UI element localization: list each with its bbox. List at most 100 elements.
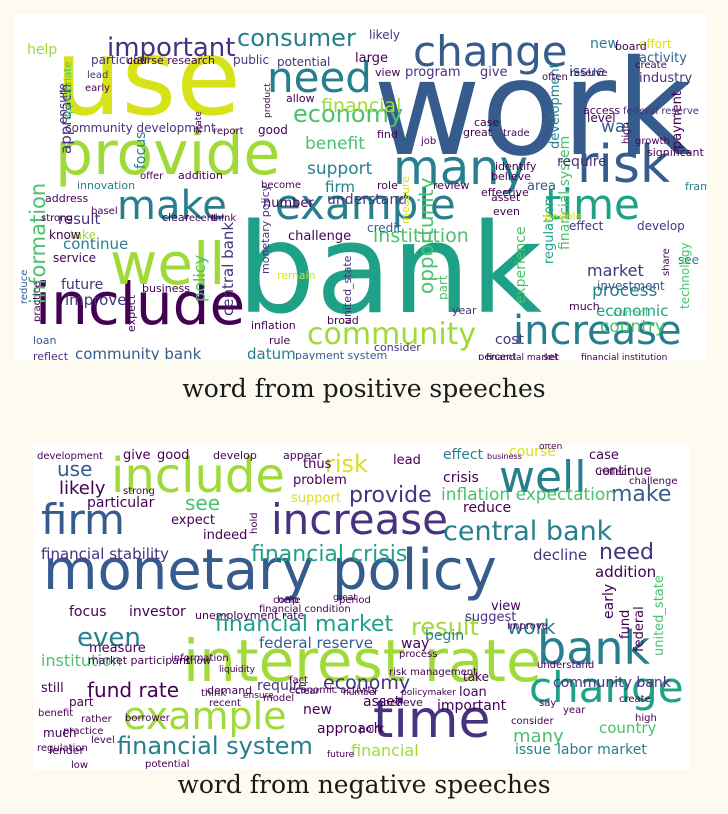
word-financial-system: financial system (557, 136, 573, 250)
word-well: well (499, 452, 587, 503)
word-number: number (343, 688, 378, 698)
word-central-bank: central bank (443, 516, 613, 547)
word-payment-system: payment system (295, 349, 387, 360)
word-practice: practice (32, 282, 43, 322)
word-course-research: course research (127, 54, 215, 67)
word-improve: improve (65, 291, 126, 309)
word-take: take (463, 670, 489, 684)
word-important: important (437, 698, 507, 714)
word-country: country (599, 719, 656, 737)
word-begin: begin (425, 628, 464, 644)
word-borrower: borrower (125, 713, 171, 724)
word-asset: asset (491, 191, 521, 204)
word-effect: effect (443, 447, 484, 463)
word-clear: clear (162, 211, 190, 224)
word-measure: measure (399, 176, 412, 224)
word-effort: effort (639, 37, 672, 51)
word-consider: consider (374, 341, 421, 354)
word-make: make (117, 183, 227, 229)
negative-wordcloud-svg: monetary policy interest rate include well f… (37, 444, 684, 770)
word-focus: focus (69, 604, 106, 620)
word-time: time (373, 690, 490, 750)
word-market: market (587, 261, 644, 280)
word-institution: institution (373, 225, 469, 247)
word-community-development: community development (65, 121, 216, 135)
word-reserve: reserve (570, 68, 608, 79)
word-challenge: challenge (629, 476, 678, 487)
word-level: level (91, 735, 115, 746)
word-approach: approach (57, 84, 75, 154)
word-financial-condition: financial condition (259, 604, 351, 615)
word-high: high (635, 713, 657, 724)
word-process: process (399, 649, 437, 660)
word-develop: develop (637, 219, 685, 233)
word-practice: practice (63, 726, 103, 737)
word-potential: potential (145, 759, 189, 770)
word-financial-stability: financial stability (41, 545, 169, 563)
word-set: set (543, 352, 558, 360)
word-particular: particular (91, 53, 149, 67)
word-area: area (527, 179, 556, 194)
word-financial: financial (351, 741, 419, 760)
word-issue: issue (569, 64, 605, 80)
word-improve: improve (507, 621, 548, 632)
word-ensure: ensure (243, 691, 274, 701)
word-give: give (480, 65, 508, 80)
word-regulation: regulation (542, 198, 557, 264)
word-liquidity: liquidity (219, 665, 256, 675)
word-use: use (57, 457, 92, 481)
word-number: number (263, 196, 314, 211)
word-addition: addition (178, 169, 223, 182)
word-year: year (563, 705, 586, 716)
word-believe: believe (491, 170, 531, 183)
word-effect: effect (569, 219, 604, 233)
word-much: much (569, 300, 600, 313)
word-identify: identify (495, 160, 537, 173)
word-hold: hold (249, 512, 260, 534)
word-increase: increase (271, 495, 448, 544)
word-require: require (557, 154, 607, 170)
word-policymaker: policymaker (401, 688, 456, 698)
word-case: case (474, 116, 500, 129)
word-even: even (77, 623, 141, 653)
word-central-bank: central bank (219, 222, 237, 316)
word-many: many (393, 140, 528, 196)
word-development: development (548, 63, 563, 149)
word-see: see (678, 253, 699, 267)
word-monetary-policy: monetary policy (43, 538, 497, 603)
word-challenge: challenge (288, 229, 351, 244)
word-include: include (35, 270, 245, 338)
word-point: point (359, 724, 385, 735)
word-example: example (123, 694, 287, 738)
word-unemployment-rate: unemployment rate (195, 609, 305, 622)
word-appear: appear (283, 449, 322, 462)
word-approach: approach (317, 721, 383, 737)
word-create: create (619, 694, 651, 705)
word-view: view (375, 66, 400, 79)
word-industry: industry (639, 71, 693, 86)
word-take: take (70, 228, 96, 242)
word-understand: understand (327, 192, 407, 208)
word-course: course (509, 444, 556, 460)
word-time: time (545, 180, 640, 229)
word-bank: bank (237, 198, 542, 342)
word-rule: rule (269, 334, 291, 347)
word-percent: percent (478, 352, 516, 360)
word-crisis: crisis (443, 470, 479, 486)
word-particular: particular (87, 495, 155, 511)
word-year: year (452, 304, 477, 317)
word-important: important (107, 33, 235, 63)
word-policy: policy (190, 255, 209, 302)
word-often: often (542, 72, 568, 83)
word-united-state: united_state (652, 575, 667, 656)
word-financial-market: financial market (215, 612, 393, 637)
word-well: well (110, 230, 225, 298)
word-offer: offer (140, 171, 164, 182)
word-view: view (491, 599, 521, 614)
word-bank: bank (537, 621, 651, 675)
word-community-bank: community bank (553, 675, 672, 691)
word-monetary-policy: monetary policy (259, 184, 272, 274)
word-early: early (601, 584, 617, 619)
word-lead: lead (393, 453, 421, 468)
word-need: need (599, 540, 654, 565)
